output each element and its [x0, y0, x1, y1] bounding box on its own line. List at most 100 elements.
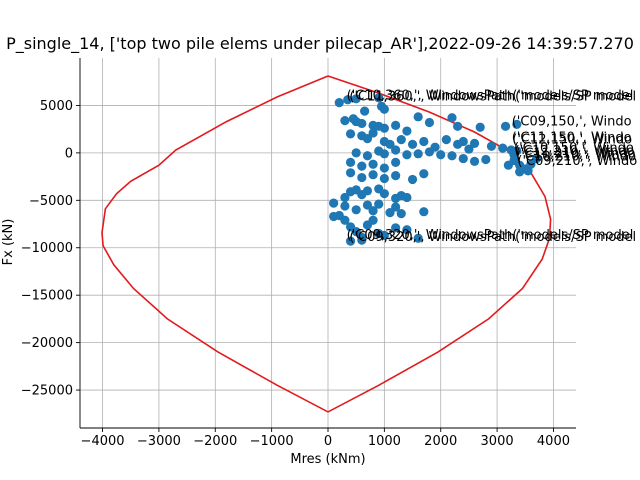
data-point [385, 139, 395, 149]
y-tick-label: 0 [65, 146, 73, 161]
data-point [441, 134, 451, 145]
data-point [340, 215, 350, 225]
data-point [523, 166, 533, 176]
points-layer [329, 93, 542, 246]
point-annotation: ('C10,150,', Windo [514, 141, 634, 156]
x-tick-label: 1000 [368, 434, 401, 449]
data-point [385, 208, 395, 218]
data-point [343, 95, 353, 105]
data-point [379, 189, 389, 199]
data-point [357, 118, 367, 129]
point-annotation: ('C09,320,', WindowsPath('models/SP mode… [349, 230, 636, 245]
data-point [391, 145, 401, 155]
data-point [391, 157, 401, 167]
y-axis-label: Fx (kN) [1, 219, 16, 266]
x-tick-label: −4000 [81, 434, 125, 449]
data-point [512, 119, 522, 130]
data-point [391, 223, 401, 233]
data-point [345, 129, 356, 139]
data-point [357, 172, 367, 183]
data-point [402, 150, 412, 160]
point-annotation: ('C09,210,', Windo [517, 154, 637, 169]
data-point [458, 153, 468, 164]
data-point [340, 116, 350, 126]
chart-title: P_single_14, ['top two pile elems under … [6, 34, 634, 54]
data-point [379, 123, 389, 133]
data-point [475, 122, 485, 132]
data-point [447, 151, 457, 161]
data-point [503, 160, 513, 170]
data-point [391, 120, 401, 130]
data-point [362, 151, 373, 161]
data-point [396, 208, 406, 219]
data-point [357, 161, 367, 171]
data-point [419, 169, 429, 179]
data-point [368, 170, 378, 180]
data-point [334, 97, 344, 108]
data-point [402, 192, 412, 203]
data-point [481, 154, 491, 165]
data-point [469, 156, 480, 167]
x-tick-label: 2000 [424, 434, 457, 449]
data-point [436, 150, 446, 160]
data-point [500, 121, 511, 131]
data-point [362, 200, 373, 210]
data-point [531, 153, 542, 164]
data-point [486, 141, 497, 151]
data-point [458, 136, 468, 147]
y-tick-label: −25000 [21, 384, 73, 399]
data-point [413, 233, 423, 243]
data-point [379, 104, 389, 114]
annotations-layer: ('C10,360,', WindowsPath('models/SP mode… [347, 89, 638, 245]
y-tick-label: −5000 [29, 194, 73, 209]
data-point [362, 186, 373, 196]
data-point [379, 163, 389, 173]
data-point [515, 167, 525, 177]
data-point [407, 174, 418, 185]
data-point [374, 199, 384, 209]
data-point [391, 171, 401, 181]
data-point [345, 236, 356, 246]
data-point [357, 235, 367, 245]
data-point [419, 136, 429, 147]
data-point [351, 205, 361, 215]
data-point [379, 173, 389, 184]
point-annotation: ('C09,150,', Windo [512, 114, 632, 129]
data-point [368, 128, 378, 138]
data-point [362, 134, 373, 144]
data-point [447, 113, 457, 123]
x-tick-label: 4000 [537, 434, 570, 449]
data-point [498, 143, 508, 153]
data-point [379, 149, 389, 159]
x-axis-label: Mres (kNm) [290, 452, 365, 467]
data-point [512, 146, 522, 156]
point-annotation: ('C09,320,', WindowsPath('models/SP mode… [347, 228, 634, 243]
data-point [340, 201, 350, 211]
point-annotation: ('C11,210,', Windo [516, 147, 636, 162]
data-point [351, 94, 361, 104]
data-point [360, 106, 370, 116]
data-point [345, 157, 356, 167]
data-point [368, 206, 378, 216]
data-point [453, 121, 463, 131]
data-point [407, 139, 418, 149]
y-tick-label: 5000 [40, 99, 73, 114]
data-point [396, 134, 406, 145]
data-point [424, 117, 435, 128]
data-point [368, 215, 378, 225]
x-tick-label: 3000 [481, 434, 514, 449]
point-annotation: ('C12,210,', Windo [515, 144, 635, 159]
data-point [351, 148, 361, 158]
y-tick-label: −10000 [21, 241, 73, 256]
x-tick-label: −3000 [137, 434, 181, 449]
data-point [402, 225, 412, 235]
point-annotation: ('C11,150,', Windo [512, 130, 632, 145]
data-point [345, 168, 356, 178]
data-point [351, 227, 361, 237]
y-tick-label: −20000 [21, 336, 73, 351]
x-tick-label: −2000 [193, 434, 237, 449]
data-point [391, 202, 401, 212]
tick-labels: −4000 −3000 −2000 −1000 0 1000 2000 3000 4000 −25… [21, 99, 570, 449]
data-point [329, 198, 339, 208]
